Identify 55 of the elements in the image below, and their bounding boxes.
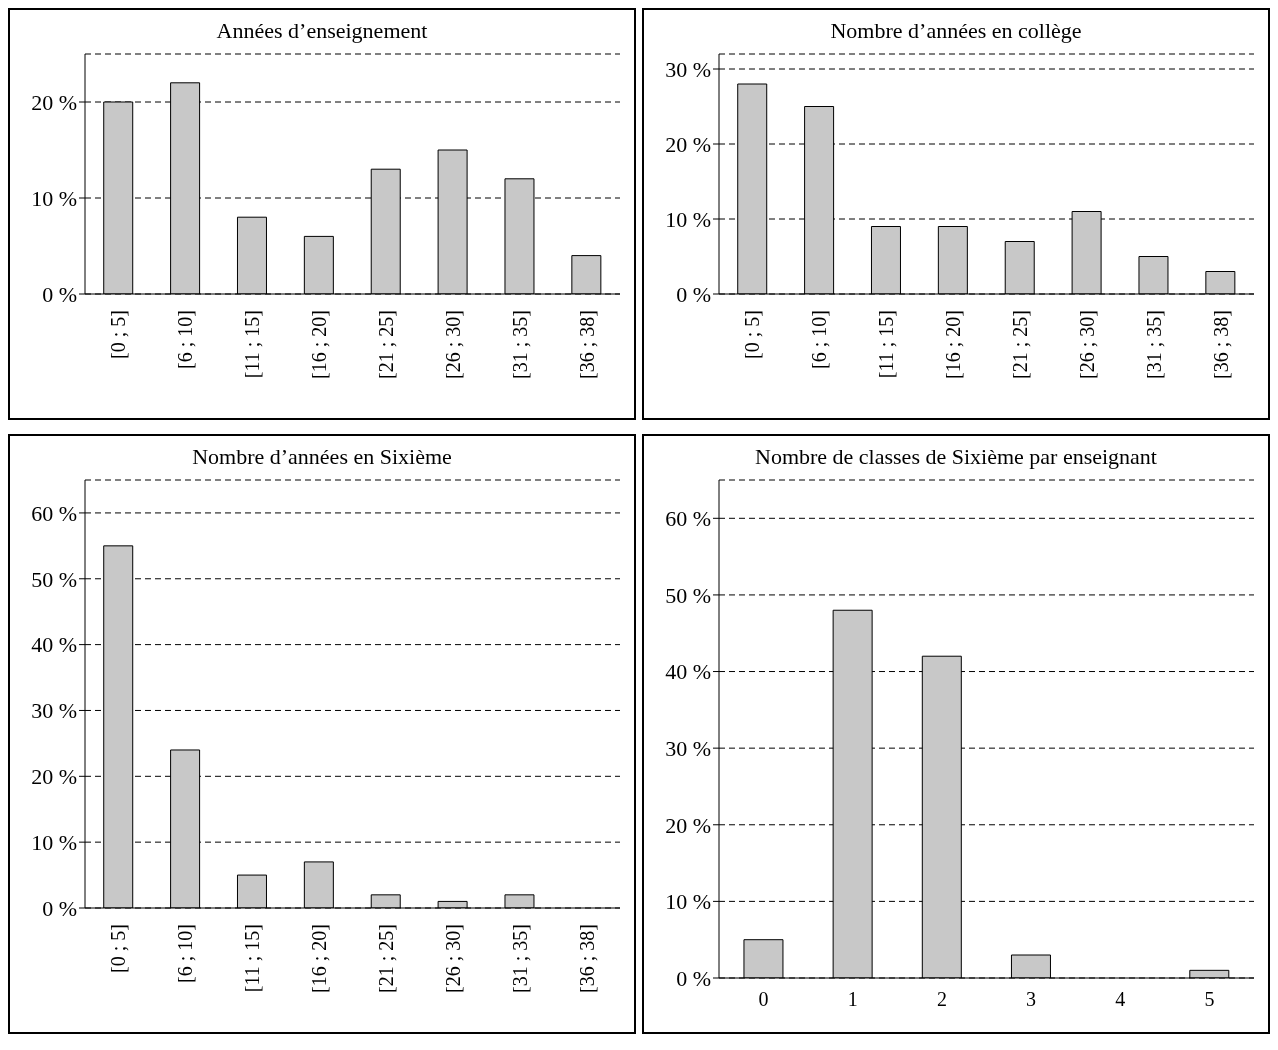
x-tick-label: [0 ; 5] [107, 310, 130, 359]
x-tick-label: [36 ; 38] [1209, 310, 1232, 379]
x-tick-label: 2 [936, 988, 947, 1010]
x-tick-label: [0 ; 5] [741, 310, 764, 359]
chart-title: Nombre d’années en Sixième [191, 444, 453, 470]
x-tick-label: [16 ; 20] [308, 310, 331, 379]
y-tick-label: 30 % [665, 735, 711, 761]
x-tick-label: [6 ; 10] [174, 310, 197, 369]
x-tick-label: [31 ; 35] [1142, 310, 1165, 379]
x-tick-label: [26 ; 30] [441, 924, 464, 993]
x-tick-label: 5 [1204, 988, 1215, 1010]
x-tick-label: 0 [758, 988, 769, 1010]
y-tick-label: 60 % [31, 500, 77, 526]
x-tick-label: [21 ; 25] [1008, 310, 1031, 379]
y-tick-label: 60 % [665, 506, 711, 532]
x-tick-label: [26 ; 30] [1075, 310, 1098, 379]
y-tick-label: 30 % [31, 698, 77, 724]
y-tick-label: 10 % [665, 206, 711, 232]
x-tick-label: [16 ; 20] [308, 924, 331, 993]
y-tick-label: 50 % [665, 582, 711, 608]
y-tick-label: 40 % [31, 632, 77, 658]
x-tick-label: [31 ; 35] [508, 310, 531, 379]
y-tick-label: 20 % [31, 89, 77, 115]
y-tick-label: 20 % [31, 764, 77, 790]
x-tick-label: [11 ; 15] [241, 310, 264, 379]
x-tick-label: [21 ; 25] [374, 924, 397, 993]
y-tick-label: 10 % [31, 829, 77, 855]
x-tick-label: 3 [1026, 988, 1037, 1010]
y-tick-label: 20 % [665, 131, 711, 157]
x-tick-label: [11 ; 15] [241, 924, 264, 993]
x-tick-label: [16 ; 20] [942, 310, 965, 379]
y-tick-label: 30 % [665, 56, 711, 82]
y-tick-label: 0 % [676, 281, 711, 307]
y-tick-label: 40 % [665, 659, 711, 685]
y-tick-label: 10 % [31, 185, 77, 211]
y-tick-label: 0 % [42, 895, 77, 921]
x-tick-label: [6 ; 10] [808, 310, 831, 369]
y-tick-label: 0 % [42, 281, 77, 307]
chart-title: Nombre de classes de Sixième par enseignant [754, 444, 1158, 470]
y-tick-label: 20 % [665, 812, 711, 838]
x-tick-label: [31 ; 35] [508, 924, 531, 993]
x-tick-label: [36 ; 38] [575, 924, 598, 993]
x-tick-label: [0 ; 5] [107, 924, 130, 973]
x-tick-label: [26 ; 30] [441, 310, 464, 379]
x-tick-label: [11 ; 15] [875, 310, 898, 379]
y-tick-label: 0 % [676, 965, 711, 991]
x-tick-label: 1 [847, 988, 858, 1010]
chart-title: Nombre d’années en collège [829, 18, 1083, 44]
chart-title: Années d’enseignement [215, 18, 429, 44]
x-tick-label: [21 ; 25] [374, 310, 397, 379]
x-tick-label: [36 ; 38] [575, 310, 598, 379]
y-tick-label: 50 % [31, 566, 77, 592]
x-tick-label: [6 ; 10] [174, 924, 197, 983]
y-tick-label: 10 % [665, 889, 711, 915]
x-tick-label: 4 [1115, 988, 1126, 1010]
